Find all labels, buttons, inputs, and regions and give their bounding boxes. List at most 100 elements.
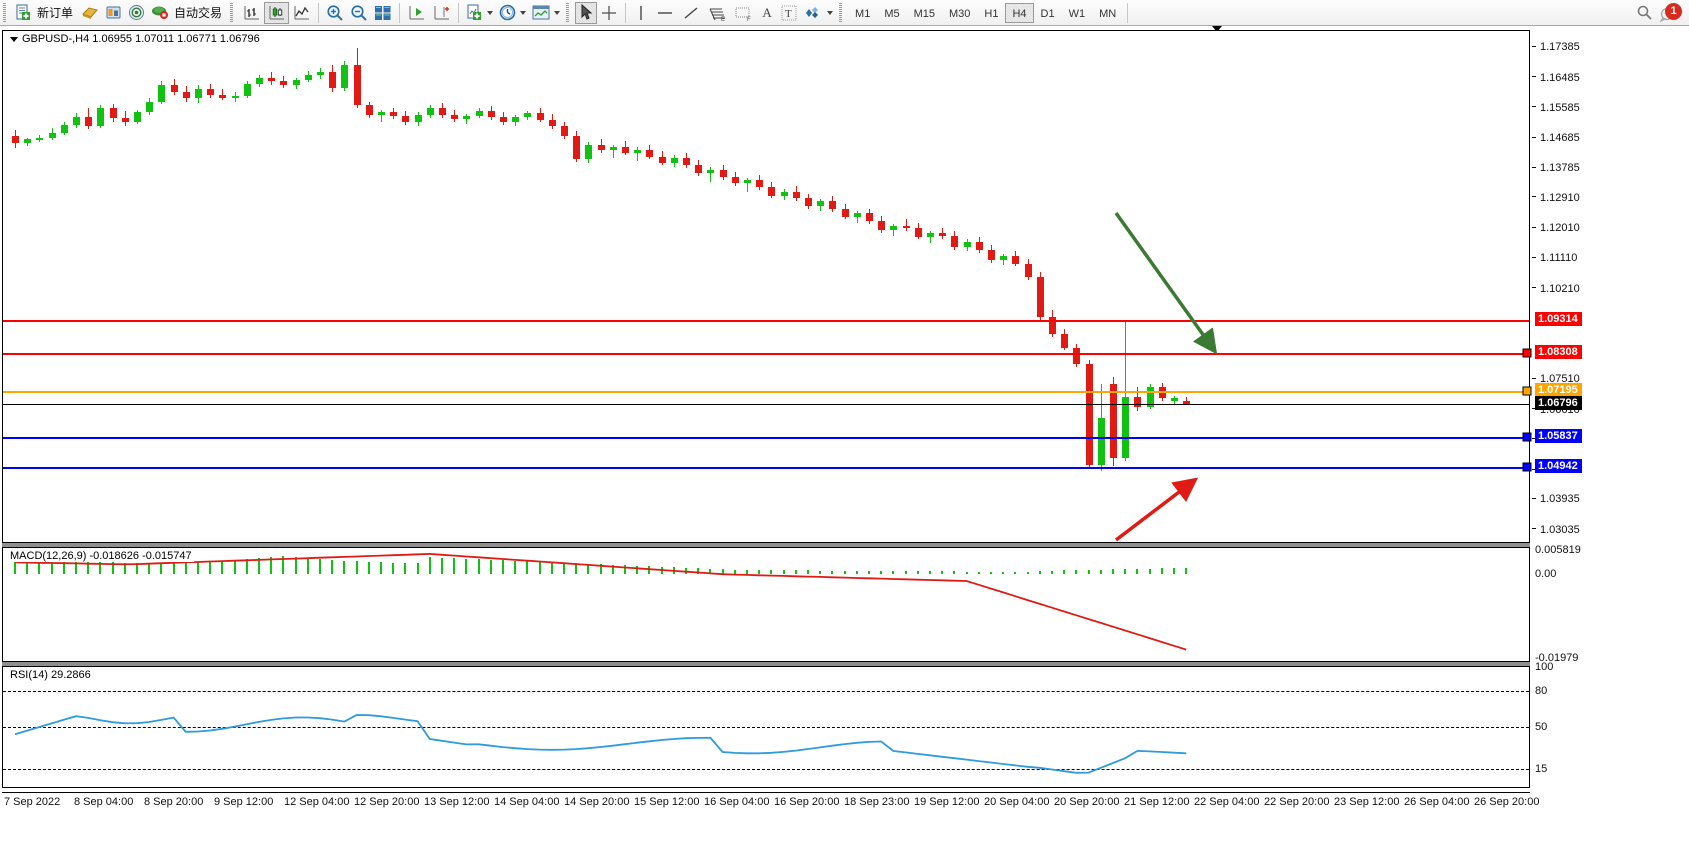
level-line-handle[interactable]: [1522, 386, 1532, 396]
timeframe-m5[interactable]: M5: [884, 7, 900, 20]
trendline-button[interactable]: [678, 2, 704, 24]
level-line-handle[interactable]: [1522, 348, 1532, 358]
price-pane-title: GBPUSD-,H4 1.06955 1.07011 1.06771 1.067…: [8, 33, 262, 45]
candle-body: [24, 139, 32, 144]
crosshair-button[interactable]: [597, 2, 621, 24]
timeframe-m1[interactable]: M1: [855, 7, 871, 20]
timeframe-h1[interactable]: H1: [984, 7, 999, 20]
macd-bar: [782, 570, 785, 575]
toolbar-grip-4[interactable]: [838, 2, 846, 23]
templates-button[interactable]: [529, 2, 563, 24]
macd-bar: [148, 562, 151, 575]
macd-bar: [1063, 570, 1066, 575]
macd-bar: [904, 571, 907, 575]
candle-body: [36, 137, 44, 140]
cursor-button[interactable]: [575, 1, 598, 24]
chevron-down-icon-2[interactable]: [520, 10, 527, 15]
timeframe-m15[interactable]: M15: [913, 7, 935, 20]
rsi-pane[interactable]: RSI(14) 29.2866: [2, 666, 1530, 788]
level-line[interactable]: [3, 390, 1529, 393]
candle-body: [109, 108, 117, 119]
svg-text:T: T: [785, 8, 792, 20]
toolbar-grip[interactable]: [2, 2, 9, 23]
notifications-button[interactable]: 1: [1657, 2, 1683, 24]
text-button[interactable]: T: [778, 2, 800, 24]
candle-body: [561, 126, 568, 136]
candle-body: [609, 147, 617, 150]
pane-splitter-2[interactable]: [2, 662, 1530, 666]
candle-body: [1085, 364, 1093, 465]
zoom-in-button[interactable]: [323, 2, 347, 24]
expert-advisors-button[interactable]: [78, 2, 102, 24]
macd-bar: [1160, 568, 1163, 575]
auto-trading-button[interactable]: 自动交易: [148, 2, 227, 24]
macd-bar: [1185, 567, 1188, 575]
grid-icon[interactable]: [371, 2, 395, 24]
chart-menu-arrow-icon[interactable]: [10, 36, 18, 42]
horizontal-line-button[interactable]: [652, 2, 678, 24]
timeframe-h4[interactable]: H4: [1005, 2, 1034, 23]
candle-body: [536, 113, 544, 120]
signals-button[interactable]: [125, 2, 148, 24]
level-line[interactable]: [3, 436, 1529, 439]
macd-bar: [453, 558, 456, 575]
macd-bar: [428, 557, 431, 575]
price-scale[interactable]: 1.17385 1.16485 1.15585 1.14685 1.13785 1.129…: [1532, 30, 1687, 543]
timeframe-m30[interactable]: M30: [949, 7, 971, 20]
toolbar-grip-2[interactable]: [229, 2, 237, 23]
autoscroll-button[interactable]: [429, 2, 454, 24]
macd-pane[interactable]: MACD(12,26,9) -0.018626 -0.015747: [2, 547, 1530, 662]
timeframe-d1[interactable]: D1: [1040, 7, 1055, 20]
chevron-down-icon-3[interactable]: [554, 10, 561, 15]
toolbar-grip-3[interactable]: [565, 2, 573, 23]
candle-body: [48, 132, 56, 138]
new-chart-button[interactable]: [463, 2, 496, 24]
chevron-down-icon[interactable]: [487, 10, 494, 15]
candle-body: [670, 158, 678, 163]
macd-bar: [941, 571, 944, 575]
chart-area[interactable]: GBPUSD-,H4 1.06955 1.07011 1.06771 1.067…: [0, 26, 1689, 856]
bar-chart-button[interactable]: [239, 2, 264, 24]
level-line[interactable]: [3, 404, 1529, 406]
timeframe-w1[interactable]: W1: [1068, 7, 1086, 20]
fibonacci-button[interactable]: E: [704, 2, 730, 24]
text-label-button[interactable]: A: [762, 4, 772, 20]
search-button[interactable]: [1633, 2, 1657, 24]
level-line-handle[interactable]: [1522, 432, 1532, 442]
time-axis[interactable]: 7 Sep 2022 8 Sep 04:00 8 Sep 20:00 9 Sep 12…: [2, 792, 1539, 815]
macd-bar: [953, 571, 956, 575]
candle-body: [85, 116, 93, 126]
period-button[interactable]: [496, 2, 529, 24]
shift-end-button[interactable]: [404, 2, 429, 24]
vertical-line-button[interactable]: [630, 2, 652, 24]
candlestick-chart-button[interactable]: [264, 1, 290, 24]
macd-bar: [514, 560, 517, 575]
macd-tick: 0.00: [1535, 568, 1557, 581]
level-line[interactable]: [3, 466, 1529, 469]
macd-bar: [648, 566, 651, 575]
candle-body: [329, 72, 337, 89]
channel-button[interactable]: F: [730, 2, 756, 24]
macd-bar: [1087, 569, 1090, 575]
time-axis-label: 16 Sep 04:00: [704, 796, 770, 808]
candle-body: [975, 242, 983, 251]
zoom-out-button[interactable]: [347, 2, 371, 24]
level-line[interactable]: [3, 353, 1529, 356]
level-line[interactable]: [3, 319, 1529, 322]
level-line-handle[interactable]: [1522, 462, 1532, 472]
data-window-button[interactable]: [102, 2, 125, 24]
candle-wick: [466, 113, 468, 125]
candle-body: [792, 191, 800, 199]
level-price-label: 1.06796: [1535, 396, 1582, 411]
price-tick: 1.15585: [1532, 102, 1580, 114]
time-axis-label: 19 Sep 12:00: [914, 796, 980, 808]
pane-splitter-1[interactable]: [2, 543, 1530, 547]
new-order-button[interactable]: 新订单: [12, 2, 78, 24]
timeframe-mn[interactable]: MN: [1099, 7, 1117, 20]
candle-body: [841, 209, 849, 217]
line-chart-button[interactable]: [289, 2, 314, 24]
chevron-down-icon-4[interactable]: [827, 10, 834, 15]
price-pane[interactable]: GBPUSD-,H4 1.06955 1.07011 1.06771 1.067…: [2, 30, 1532, 543]
objects-button[interactable]: [800, 2, 836, 24]
candle-body: [402, 116, 410, 123]
